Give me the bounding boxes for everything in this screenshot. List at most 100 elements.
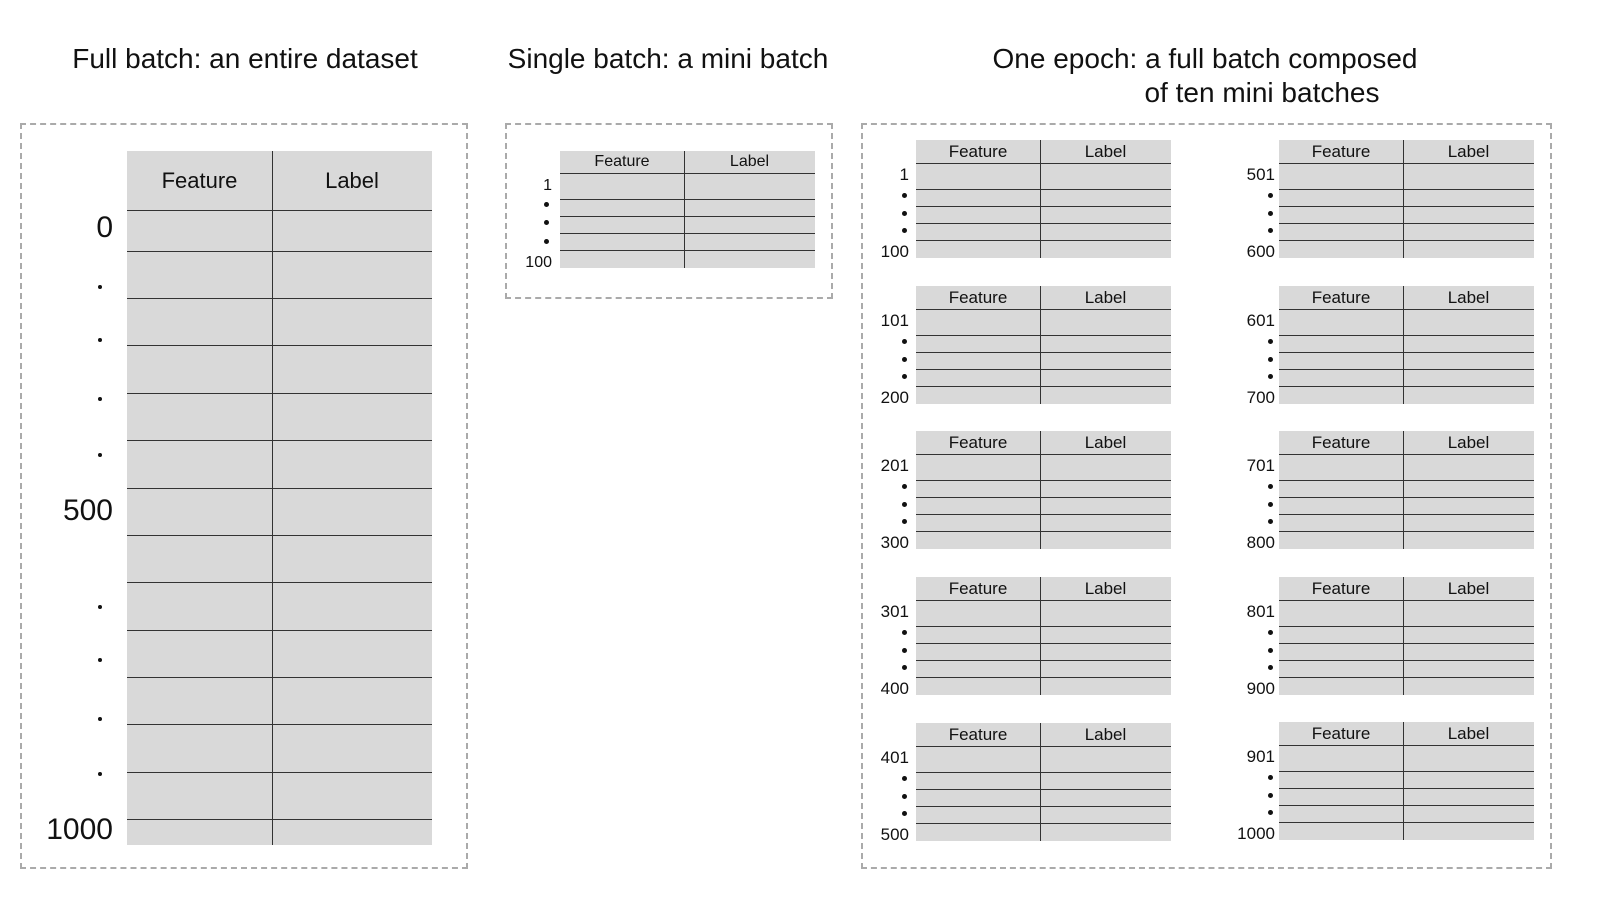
row-index-label: 701 (1246, 455, 1275, 475)
ellipsis-dot (98, 772, 102, 776)
column-header-feature: Feature (594, 153, 650, 170)
row-divider (1279, 626, 1534, 627)
row-index-label: 401 (880, 747, 909, 767)
row-divider (916, 309, 1171, 310)
row-index-label: 900 (1246, 678, 1275, 698)
column-divider (1040, 140, 1041, 258)
row-divider (127, 630, 432, 631)
row-index-label: 100 (525, 254, 552, 272)
column-divider (1040, 577, 1041, 695)
row-divider (127, 488, 432, 489)
mini-batch-4-table: Feature Label (916, 577, 1171, 695)
ellipsis-dot (901, 356, 907, 362)
column-header-feature: Feature (1311, 288, 1371, 307)
column-header-label: Label (1084, 288, 1127, 307)
column-divider (1040, 723, 1041, 841)
epoch-title-line2: of ten mini batches (1144, 77, 1380, 108)
ellipsis-dot (1267, 774, 1273, 780)
row-index-label: 600 (1246, 241, 1275, 261)
row-index-label: 1 (543, 177, 552, 195)
row-index-label: 501 (1246, 164, 1275, 184)
row-divider (916, 660, 1171, 661)
row-divider (1279, 822, 1534, 823)
ellipsis-dot (1267, 227, 1273, 233)
column-divider (1403, 140, 1404, 258)
row-divider (1279, 531, 1534, 532)
column-header-feature: Feature (948, 142, 1008, 161)
column-header-feature: Feature (948, 725, 1008, 744)
row-index-label: 1000 (46, 813, 113, 846)
row-divider (1279, 163, 1534, 164)
column-header-feature: Feature (1311, 142, 1371, 161)
ellipsis-dot (1267, 518, 1273, 524)
column-header-label: Label (1447, 433, 1490, 452)
row-divider (127, 440, 432, 441)
row-divider (916, 480, 1171, 481)
row-divider (1279, 206, 1534, 207)
row-divider (560, 233, 815, 234)
row-divider (916, 369, 1171, 370)
row-index-label: 800 (1246, 532, 1275, 552)
row-divider (916, 206, 1171, 207)
row-divider (127, 210, 432, 211)
row-divider (127, 582, 432, 583)
row-divider (560, 216, 815, 217)
row-index-label: 1 (899, 164, 909, 184)
column-divider (1040, 431, 1041, 549)
full-batch-title: Full batch: an entire dataset (72, 43, 418, 74)
ellipsis-dot (98, 285, 102, 289)
row-divider (916, 352, 1171, 353)
row-index-label: 700 (1246, 387, 1275, 407)
column-header-feature: Feature (948, 579, 1008, 598)
row-divider (916, 789, 1171, 790)
column-header-label: Label (325, 168, 379, 193)
row-index-label: 500 (880, 824, 909, 844)
ellipsis-dot (1267, 192, 1273, 198)
column-header-label: Label (1447, 288, 1490, 307)
ellipsis-dot (1267, 483, 1273, 489)
full-batch-table: Feature Label (127, 151, 432, 845)
row-divider (1279, 600, 1534, 601)
row-divider (560, 250, 815, 251)
mini-batch-7-table: Feature Label (1279, 286, 1534, 404)
row-divider (1279, 386, 1534, 387)
row-index-label: 601 (1246, 310, 1275, 330)
row-divider (1279, 240, 1534, 241)
row-divider (127, 819, 432, 820)
column-header-feature: Feature (1311, 433, 1371, 452)
row-divider (1279, 745, 1534, 746)
row-divider (127, 772, 432, 773)
column-divider (684, 151, 685, 268)
row-divider (916, 806, 1171, 807)
ellipsis-dot (98, 658, 102, 662)
row-divider (916, 677, 1171, 678)
row-divider (1279, 309, 1534, 310)
row-index-label: 200 (880, 387, 909, 407)
row-divider (127, 535, 432, 536)
ellipsis-dot (901, 483, 907, 489)
row-divider (127, 724, 432, 725)
column-divider (272, 151, 273, 845)
row-divider (1279, 660, 1534, 661)
ellipsis-dot (1267, 647, 1273, 653)
mini-batch-10-table: Feature Label (1279, 722, 1534, 840)
row-divider (916, 240, 1171, 241)
column-header-feature: Feature (1311, 579, 1371, 598)
ellipsis-dot (1267, 501, 1273, 507)
row-divider (916, 643, 1171, 644)
ellipsis-dot (543, 201, 549, 207)
row-index-label: 201 (880, 455, 909, 475)
row-divider (127, 677, 432, 678)
row-divider (1279, 480, 1534, 481)
ellipsis-dot (901, 775, 907, 781)
row-index-label: 400 (880, 678, 909, 698)
mini-batch-9-table: Feature Label (1279, 577, 1534, 695)
mini-batch-1-table: Feature Label (916, 140, 1171, 258)
row-divider (127, 393, 432, 394)
ellipsis-dot (1267, 338, 1273, 344)
ellipsis-dot (98, 717, 102, 721)
row-index-label: 801 (1246, 601, 1275, 621)
row-divider (1279, 369, 1534, 370)
ellipsis-dot (98, 605, 102, 609)
row-divider (916, 386, 1171, 387)
